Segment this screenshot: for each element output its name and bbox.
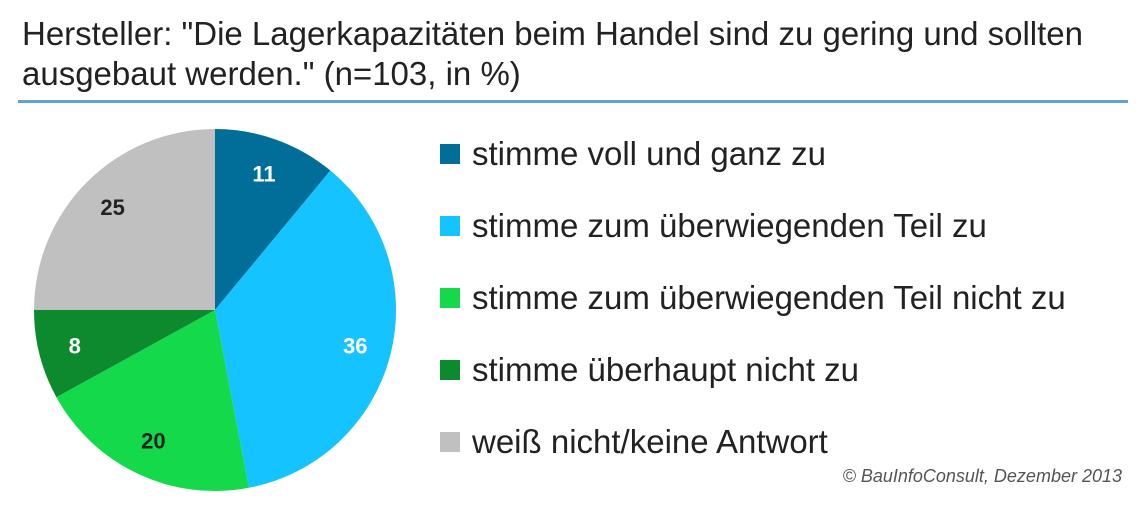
legend-label: stimme zum überwiegenden Teil nicht zu [472, 279, 1066, 316]
legend-label: stimme voll und ganz zu [472, 135, 826, 172]
legend-item-weiss-nicht: weiß nicht/keine Antwort [440, 406, 1066, 478]
legend-item-stimme-voll: stimme voll und ganz zu [440, 118, 1066, 190]
legend: stimme voll und ganz zu stimme zum überw… [440, 118, 1066, 478]
legend-item-ueberhaupt-nicht: stimme überhaupt nicht zu [440, 334, 1066, 406]
legend-item-ueberwiegend-zu: stimme zum überwiegenden Teil zu [440, 190, 1066, 262]
slice-value-label: 8 [69, 334, 81, 359]
chart-title: Hersteller: "Die Lagerkapazitäten beim H… [22, 15, 1083, 92]
legend-swatch [440, 216, 460, 236]
source-note: © BauInfoConsult, Dezember 2013 [842, 466, 1122, 486]
pie-slice [34, 310, 215, 398]
pie-slice [34, 129, 215, 310]
legend-label: stimme überhaupt nicht zu [472, 351, 860, 388]
legend-item-ueberwiegend-nicht-zu: stimme zum überwiegenden Teil nicht zu [440, 262, 1066, 334]
slice-value-label: 36 [343, 334, 367, 359]
pie-slice [56, 310, 249, 492]
slice-value-label: 25 [100, 195, 124, 220]
legend-swatch [440, 288, 460, 308]
legend-label: stimme zum überwiegenden Teil zu [472, 207, 987, 244]
slice-value-label: 20 [141, 429, 165, 454]
slice-value-label: 11 [252, 161, 275, 186]
legend-swatch [440, 360, 460, 380]
pie-slice [215, 170, 397, 488]
pie-slice [215, 129, 331, 310]
legend-label: weiß nicht/keine Antwort [472, 423, 828, 460]
title-divider [18, 100, 1128, 103]
legend-swatch [440, 432, 460, 452]
legend-swatch [440, 144, 460, 164]
